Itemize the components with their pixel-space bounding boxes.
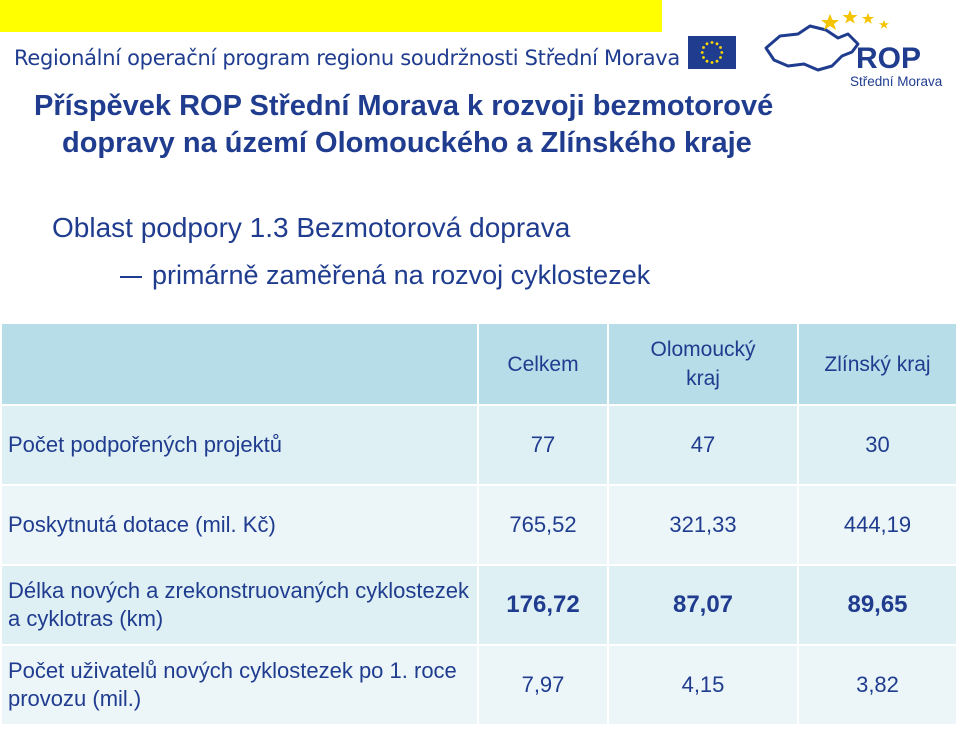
cell-total: 765,52 — [479, 486, 607, 564]
czech-outline-icon — [764, 24, 860, 72]
row-label: Počet uživatelů nových cyklostezek po 1.… — [2, 646, 477, 724]
table-row: Poskytnutá dotace (mil. Kč) 765,52 321,3… — [2, 486, 956, 564]
table-row: Počet podpořených projektů 77 47 30 — [2, 406, 956, 484]
statistics-table: Celkem Olomoucký kraj Zlínský kraj Počet… — [0, 322, 958, 726]
cell-olomoucky: 4,15 — [609, 646, 797, 724]
support-area-subheading-text: primárně zaměřená na rozvoj cyklostezek — [152, 260, 651, 290]
table-header-empty — [2, 324, 477, 404]
cell-zlinsky: 30 — [799, 406, 956, 484]
row-label: Poskytnutá dotace (mil. Kč) — [2, 486, 477, 564]
cell-olomoucky: 87,07 — [609, 566, 797, 644]
support-area-subheading: primárně zaměřená na rozvoj cyklostezek — [120, 260, 650, 291]
table-header-row: Celkem Olomoucký kraj Zlínský kraj — [2, 324, 956, 404]
rop-logo: ROP Střední Morava — [764, 10, 943, 89]
cell-total: 176,72 — [479, 566, 607, 644]
cell-zlinsky: 3,82 — [799, 646, 956, 724]
rop-logo-subtext: Střední Morava — [850, 74, 943, 89]
slide-title-line-1: Příspěvek ROP Střední Morava k rozvoji b… — [34, 90, 774, 122]
row-label: Počet podpořených projektů — [2, 406, 477, 484]
row-label: Délka nových a zrekonstruovaných cyklost… — [2, 566, 477, 644]
eu-flag-icon — [688, 36, 736, 69]
cell-total: 77 — [479, 406, 607, 484]
support-area-heading: Oblast podpory 1.3 Bezmotorová doprava — [52, 212, 571, 243]
column-header-zlinsky: Zlínský kraj — [799, 324, 956, 404]
cell-olomoucky: 47 — [609, 406, 797, 484]
cell-zlinsky: 444,19 — [799, 486, 956, 564]
column-header-olomoucky: Olomoucký kraj — [609, 324, 797, 404]
dash-bullet — [120, 275, 142, 278]
column-header-total: Celkem — [479, 324, 607, 404]
program-name: Regionální operační program regionu soud… — [14, 46, 680, 70]
cell-zlinsky: 89,65 — [799, 566, 956, 644]
table-row: Délka nových a zrekonstruovaných cyklost… — [2, 566, 956, 644]
rop-logo-text: ROP — [856, 42, 921, 75]
star-icon — [821, 10, 889, 30]
table-row: Počet uživatelů nových cyklostezek po 1.… — [2, 646, 956, 724]
cell-olomoucky: 321,33 — [609, 486, 797, 564]
slide-title-line-2: dopravy na území Olomouckého a Zlínského… — [62, 127, 752, 159]
cell-total: 7,97 — [479, 646, 607, 724]
slide-title: Příspěvek ROP Střední Morava k rozvoji b… — [34, 88, 954, 162]
header-yellow-bar — [0, 0, 662, 32]
